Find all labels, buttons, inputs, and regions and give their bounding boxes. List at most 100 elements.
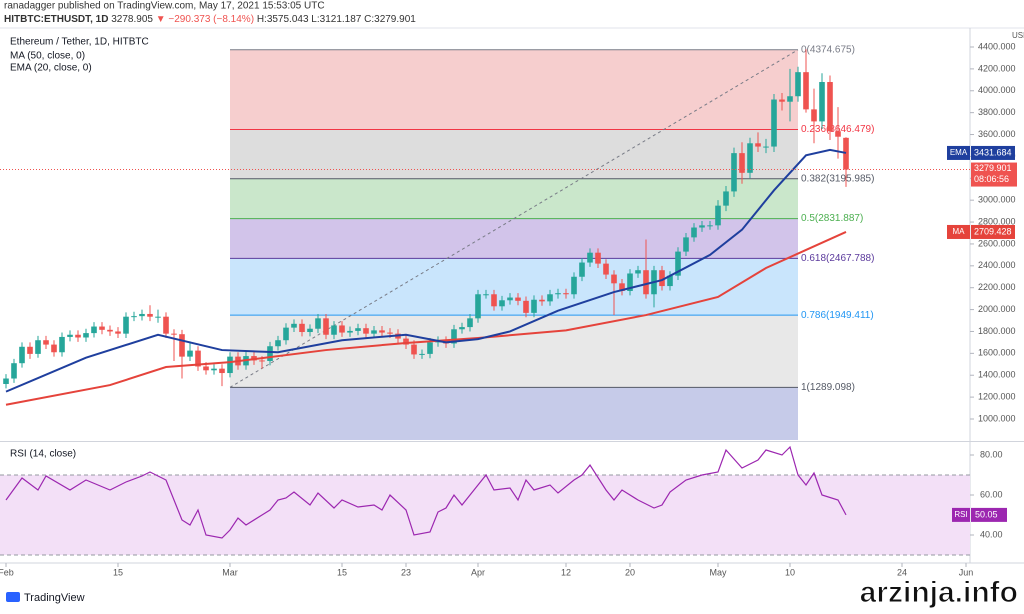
candle-body [715,205,721,226]
candle-body [811,109,817,122]
candle-body [555,293,561,295]
candle-body [163,316,169,334]
candle-body [203,366,209,371]
legend-entry: MA (50, close, 0) [10,51,85,62]
candle-body [187,350,193,357]
x-tick-label: Jun [959,567,974,577]
candle-body [35,340,41,354]
candle-body [819,82,825,122]
candle-body [179,334,185,357]
candle-body [739,153,745,173]
axis-badge [952,507,970,522]
y-tick-label: 1600.000 [978,348,1016,358]
candle-body [259,360,265,362]
candle-body [275,340,281,347]
axis-badge [971,145,1015,160]
candle-body [643,270,649,295]
candle-body [603,263,609,275]
indicator-line [5,231,847,406]
candle-body [291,323,297,328]
candle-body [731,153,737,192]
candle-body [787,96,793,102]
candle-body [627,273,633,291]
x-tick-label: 10 [785,567,795,577]
candle-body [11,363,17,379]
legend-entry: EMA (20, close, 0) [10,63,92,74]
candle-body [59,336,65,353]
ohlc: H:3575.043 L:3121.187 C:3279.901 [257,14,416,25]
candle-body [843,137,849,170]
candle-body [803,72,809,110]
fib-zone [230,49,798,130]
candle-body [3,378,9,384]
candle-body [411,344,417,355]
countdown: 08:06:56 [974,174,1009,184]
badge-value: 2709.428 [974,226,1012,236]
x-tick-label: 23 [401,567,411,577]
candle-body [355,328,361,331]
y-tick-label: 1400.000 [978,370,1016,380]
candle-body [139,313,145,317]
candle-body [155,316,161,318]
candle-body [299,323,305,333]
y-tick-label: 2800.000 [978,216,1016,226]
pane-title: RSI (14, close) [10,449,76,460]
y-tick-label: 40.00 [980,529,1003,539]
y-tick-label: 60.00 [980,489,1003,499]
y-tick-label: 2600.000 [978,238,1016,248]
candle-body [763,146,769,148]
candle-body [755,143,761,147]
badge-name: EMA [950,148,968,157]
price-badge-value: 3279.901 [974,163,1012,173]
candle-body [43,340,49,345]
rsi-pane: 40.00 60.00 80.00 RSI (14, close) RSI 50.05 [0,445,1007,556]
candle-body [339,325,345,333]
candle-body [507,297,513,301]
y-tick-label: 2400.000 [978,260,1016,270]
candle-body [379,330,385,333]
price-pane: 0(4374.675)0.236(3646.479)0.382(3195.985… [0,31,1024,577]
x-tick-label: 15 [337,567,347,577]
candle-body [123,316,129,334]
candle-body [323,318,329,335]
candle-body [419,353,425,355]
y-tick-label: 3600.000 [978,129,1016,139]
candle-body [51,344,57,353]
y-unit: USDT [1012,31,1024,40]
candle-body [27,346,33,354]
candle-body [563,293,569,295]
candle-body [635,270,641,274]
candle-body [115,331,121,334]
x-tick-label: Apr [471,567,485,577]
candle-body [499,300,505,307]
candle-body [675,251,681,276]
watermark: arzinja.info [860,576,1018,609]
fib-zone [230,178,798,219]
published-line: ranadagger published on TradingView.com,… [4,1,325,12]
candle-body [699,225,705,228]
candle-body [91,326,97,334]
candle-body [547,294,553,302]
x-tick-label: 20 [625,567,635,577]
candle-body [611,274,617,284]
candle-body [331,325,337,335]
candle-body [747,143,753,173]
candle-body [571,276,577,295]
candle-body [227,356,233,374]
candle-body [659,270,665,287]
candle-body [667,275,673,287]
badge-value: 3431.684 [974,147,1012,157]
candle-body [195,350,201,367]
x-tick-label: 12 [561,567,571,577]
candle-body [171,333,177,335]
x-tick-label: 24 [897,567,907,577]
chart-title: Ethereum / Tether, 1D, HITBTC [10,37,149,48]
fib-label: 1(1289.098) [801,382,855,393]
candle-body [451,329,457,344]
x-tick-label: Feb [0,567,14,577]
candle-body [779,99,785,102]
x-tick-label: May [709,567,727,577]
candle-body [315,318,321,329]
candle-body [107,329,113,332]
